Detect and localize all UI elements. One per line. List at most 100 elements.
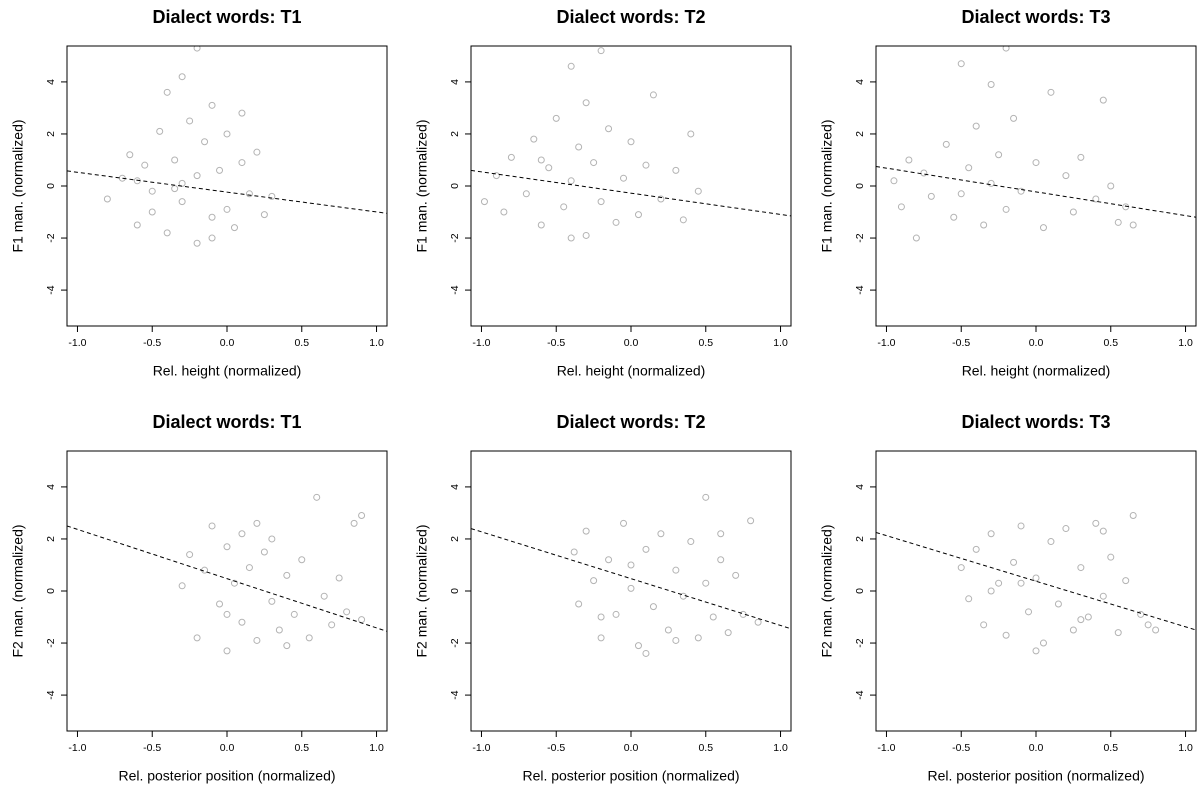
point (163, 229, 171, 237)
point (260, 211, 268, 219)
point (103, 195, 111, 203)
point (1047, 538, 1055, 546)
point (957, 564, 965, 572)
x-tick-label: 0.0 (220, 337, 235, 349)
point (702, 493, 710, 501)
point (268, 535, 276, 543)
point (208, 213, 216, 221)
point (223, 130, 231, 138)
x-tick-label: -0.5 (143, 742, 161, 754)
x-tick-label: 0.0 (624, 337, 639, 349)
point (612, 610, 620, 618)
y-tick-label: 0 (45, 183, 57, 189)
point (642, 161, 650, 169)
y-tick-label: 0 (854, 588, 866, 594)
point (702, 579, 710, 587)
point (1099, 96, 1107, 104)
y-tick-label: -2 (449, 233, 461, 242)
point (1010, 114, 1018, 122)
x-tick-label: -1.0 (68, 337, 86, 349)
point (1077, 564, 1085, 572)
point (1069, 208, 1077, 216)
point (575, 143, 583, 151)
y-axis-label: F2 man. (normalized) (414, 524, 430, 657)
point (605, 125, 613, 133)
panel: Dialect words: T2 Rel. height (normalized… (414, 7, 792, 379)
x-tick-label: 1.0 (773, 742, 788, 754)
point (1114, 629, 1122, 637)
point (1017, 187, 1025, 195)
point (570, 548, 578, 556)
point (634, 211, 642, 219)
y-tick-label: 0 (449, 588, 461, 594)
point (253, 148, 261, 156)
point (597, 198, 605, 206)
y-tick-label: -4 (854, 690, 866, 699)
point (1122, 577, 1130, 585)
point (208, 101, 216, 109)
panel: Dialect words: T3 Rel. height (normalized… (819, 7, 1197, 379)
point (178, 179, 186, 187)
x-tick-label: 1.0 (369, 742, 384, 754)
point (1062, 525, 1070, 533)
point (1099, 527, 1107, 535)
point (987, 179, 995, 187)
x-tick-label: -1.0 (472, 742, 490, 754)
y-tick-label: -4 (449, 690, 461, 699)
x-tick-label: 0.0 (1029, 742, 1044, 754)
point (1114, 218, 1122, 226)
y-tick-label: -2 (449, 638, 461, 647)
point (208, 234, 216, 242)
point (694, 634, 702, 642)
point (126, 151, 134, 159)
y-tick-label: -4 (854, 285, 866, 294)
point (305, 634, 313, 642)
point (649, 91, 657, 99)
y-tick-label: 4 (449, 484, 461, 490)
point (664, 626, 672, 634)
point (358, 512, 366, 520)
point (590, 577, 598, 585)
x-tick-label: -0.5 (952, 742, 970, 754)
x-tick-label: 1.0 (1178, 742, 1193, 754)
point (927, 192, 935, 200)
y-tick-label: 4 (449, 79, 461, 85)
point (1069, 626, 1077, 634)
y-tick-label: 2 (854, 131, 866, 137)
panel-title: Dialect words: T1 (152, 412, 301, 432)
y-tick-label: -2 (45, 638, 57, 647)
point (657, 530, 665, 538)
point (567, 234, 575, 242)
panel-title: Dialect words: T2 (556, 7, 705, 27)
point (912, 234, 920, 242)
point (500, 208, 508, 216)
x-tick-label: -0.5 (952, 337, 970, 349)
point (980, 221, 988, 229)
point (328, 621, 336, 629)
point (178, 198, 186, 206)
point (605, 556, 613, 564)
point (298, 556, 306, 564)
point (343, 608, 351, 616)
point (567, 62, 575, 70)
point (724, 629, 732, 637)
panel-title: Dialect words: T1 (152, 7, 301, 27)
point (942, 140, 950, 148)
y-tick-label: 0 (449, 183, 461, 189)
point (890, 177, 898, 185)
point (480, 198, 488, 206)
point (171, 156, 179, 164)
point (987, 81, 995, 89)
point (657, 195, 665, 203)
y-tick-label: 2 (854, 536, 866, 542)
point (754, 618, 762, 626)
point (275, 626, 283, 634)
point (732, 571, 740, 579)
x-tick-label: 0.5 (698, 742, 713, 754)
point (358, 616, 366, 624)
y-axis-label: F1 man. (normalized) (819, 119, 835, 252)
point (627, 561, 635, 569)
point (1039, 224, 1047, 232)
point (679, 216, 687, 224)
